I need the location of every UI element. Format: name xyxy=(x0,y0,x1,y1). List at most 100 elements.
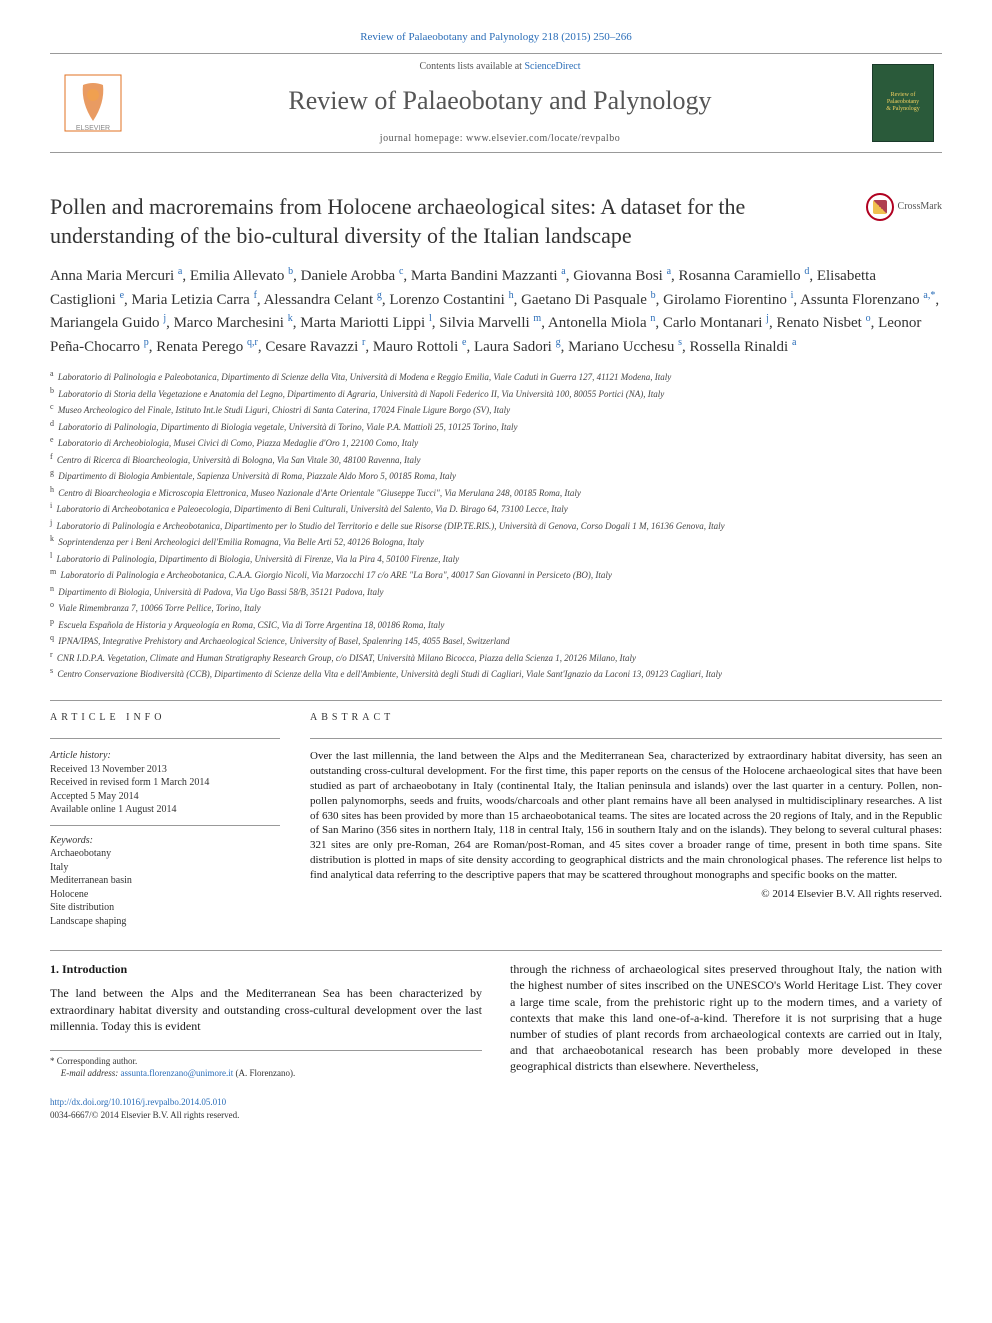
history-line: Available online 1 August 2014 xyxy=(50,803,280,817)
affiliation: e Laboratorio di Archeobiologia, Musei C… xyxy=(50,434,942,451)
keywords-block: Keywords: ArchaeobotanyItalyMediterranea… xyxy=(50,834,280,929)
author: Marco Marchesini k xyxy=(174,315,293,331)
author: Alessandra Celant g xyxy=(264,292,382,308)
body-columns: 1. Introduction The land between the Alp… xyxy=(50,961,942,1082)
crossmark-icon xyxy=(866,193,894,221)
history-label: Article history: xyxy=(50,749,280,763)
author: Assunta Florenzano a,* xyxy=(800,292,935,308)
author: Silvia Marvelli m xyxy=(439,315,541,331)
abstract-copyright: © 2014 Elsevier B.V. All rights reserved… xyxy=(310,887,942,902)
corresponding-author-note: * Corresponding author. E-mail address: … xyxy=(50,1050,482,1079)
affiliations-list: a Laboratorio di Palinologia e Paleobota… xyxy=(50,368,942,682)
abstract-rule xyxy=(310,738,942,739)
sciencedirect-link[interactable]: ScienceDirect xyxy=(524,61,580,72)
author: Giovanna Bosi a xyxy=(573,268,671,284)
masthead-center: Contents lists available at ScienceDirec… xyxy=(140,60,860,146)
journal-name: Review of Palaeobotany and Palynology xyxy=(140,83,860,118)
elsevier-logo-icon: ELSEVIER xyxy=(58,68,128,138)
intro-para-2: through the richness of archaeological s… xyxy=(510,961,942,1074)
affiliation: i Laboratorio di Archeobotanica e Paleoe… xyxy=(50,500,942,517)
keyword: Italy xyxy=(50,861,280,875)
corresponding-email-name: (A. Florenzano). xyxy=(235,1068,295,1078)
keywords-label: Keywords: xyxy=(50,834,280,848)
affiliation: s Centro Conservazione Biodiversità (CCB… xyxy=(50,665,942,682)
affiliation: f Centro di Ricerca di Bioarcheologia, U… xyxy=(50,451,942,468)
abstract: abstract Over the last millennia, the la… xyxy=(310,711,942,929)
article-info: article info Article history: Received 1… xyxy=(50,711,280,929)
masthead: ELSEVIER Contents lists available at Sci… xyxy=(50,53,942,153)
authors-list: Anna Maria Mercuri a, Emilia Allevato b,… xyxy=(50,264,942,358)
keyword: Mediterranean basin xyxy=(50,874,280,888)
history-line: Accepted 5 May 2014 xyxy=(50,790,280,804)
author: Carlo Montanari j xyxy=(663,315,769,331)
intro-heading: 1. Introduction xyxy=(50,961,482,977)
affiliation: k Soprintendenza per i Beni Archeologici… xyxy=(50,533,942,550)
keyword: Landscape shaping xyxy=(50,915,280,929)
affiliation: r CNR I.D.P.A. Vegetation, Climate and H… xyxy=(50,649,942,666)
svg-text:ELSEVIER: ELSEVIER xyxy=(76,125,110,132)
info-rule xyxy=(50,738,280,739)
history-line: Received in revised form 1 March 2014 xyxy=(50,776,280,790)
affiliation: n Dipartimento di Biologia, Università d… xyxy=(50,583,942,600)
keyword: Archaeobotany xyxy=(50,847,280,861)
footer: http://dx.doi.org/10.1016/j.revpalbo.201… xyxy=(50,1096,942,1120)
contents-line: Contents lists available at ScienceDirec… xyxy=(140,60,860,74)
author: Anna Maria Mercuri a xyxy=(50,268,182,284)
issn-line: 0034-6667/© 2014 Elsevier B.V. All right… xyxy=(50,1110,239,1120)
author: Renato Nisbet o xyxy=(776,315,870,331)
author: Mariano Ucchesu s xyxy=(568,339,682,355)
cover-text-2: Palaeobotany xyxy=(887,99,919,106)
author: Rosanna Caramiello d xyxy=(679,268,810,284)
author: Mauro Rottoli e xyxy=(373,339,467,355)
section-divider xyxy=(50,700,942,701)
author: Antonella Miola n xyxy=(548,315,655,331)
corresponding-email-link[interactable]: assunta.florenzano@unimore.it xyxy=(120,1068,233,1078)
affiliation: h Centro di Bioarcheologia e Microscopia… xyxy=(50,484,942,501)
crossmark-badge[interactable]: CrossMark xyxy=(866,193,942,221)
affiliation: g Dipartimento di Biologia Ambientale, S… xyxy=(50,467,942,484)
affiliation: q IPNA/IPAS, Integrative Prehistory and … xyxy=(50,632,942,649)
article-history: Article history: Received 13 November 20… xyxy=(50,749,280,826)
body-divider xyxy=(50,950,942,951)
history-line: Received 13 November 2013 xyxy=(50,763,280,777)
author: Rossella Rinaldi a xyxy=(689,339,796,355)
affiliation: j Laboratorio di Palinologia e Archeobot… xyxy=(50,517,942,534)
article-info-heading: article info xyxy=(50,711,280,725)
intro-para-1: The land between the Alps and the Medite… xyxy=(50,985,482,1034)
affiliation: l Laboratorio di Palinologia, Dipartimen… xyxy=(50,550,942,567)
homepage-url[interactable]: www.elsevier.com/locate/revpalbo xyxy=(466,133,620,144)
author: Gaetano Di Pasquale b xyxy=(521,292,656,308)
doi-link[interactable]: http://dx.doi.org/10.1016/j.revpalbo.201… xyxy=(50,1097,226,1107)
abstract-text: Over the last millennia, the land betwee… xyxy=(310,749,942,883)
info-abstract-row: article info Article history: Received 1… xyxy=(50,711,942,929)
affiliation: m Laboratorio di Palinologia e Archeobot… xyxy=(50,566,942,583)
author: Renata Perego q,r xyxy=(156,339,258,355)
article-title: Pollen and macroremains from Holocene ar… xyxy=(50,193,846,250)
cover-text-3: & Palynology xyxy=(886,106,920,113)
affiliation: c Museo Archeologico del Finale, Istitut… xyxy=(50,401,942,418)
journal-cover-icon: Review of Palaeobotany & Palynology xyxy=(872,64,934,142)
email-label: E-mail address: xyxy=(61,1068,118,1078)
journal-citation: Review of Palaeobotany and Palynology 21… xyxy=(50,30,942,45)
cover-text-1: Review of xyxy=(891,92,916,99)
author: Daniele Arobba c xyxy=(301,268,404,284)
affiliation: a Laboratorio di Palinologia e Paleobota… xyxy=(50,368,942,385)
author: Laura Sadori g xyxy=(474,339,561,355)
homepage-prefix: journal homepage: xyxy=(380,133,466,144)
keyword: Site distribution xyxy=(50,901,280,915)
author: Mariangela Guido j xyxy=(50,315,166,331)
affiliation: b Laboratorio di Storia della Vegetazion… xyxy=(50,385,942,402)
author: Maria Letizia Carra f xyxy=(132,292,257,308)
corr-label: Corresponding author. xyxy=(57,1056,138,1066)
author: Lorenzo Costantini h xyxy=(389,292,513,308)
keyword: Holocene xyxy=(50,888,280,902)
author: Girolamo Fiorentino i xyxy=(663,292,793,308)
author: Marta Mariotti Lippi l xyxy=(300,315,432,331)
abstract-heading: abstract xyxy=(310,711,942,725)
title-row: Pollen and macroremains from Holocene ar… xyxy=(50,193,942,250)
crossmark-label: CrossMark xyxy=(898,200,942,214)
affiliation: o Viale Rimembranza 7, 10066 Torre Pelli… xyxy=(50,599,942,616)
contents-prefix: Contents lists available at xyxy=(419,61,524,72)
homepage-line: journal homepage: www.elsevier.com/locat… xyxy=(140,132,860,146)
author: Cesare Ravazzi r xyxy=(265,339,365,355)
